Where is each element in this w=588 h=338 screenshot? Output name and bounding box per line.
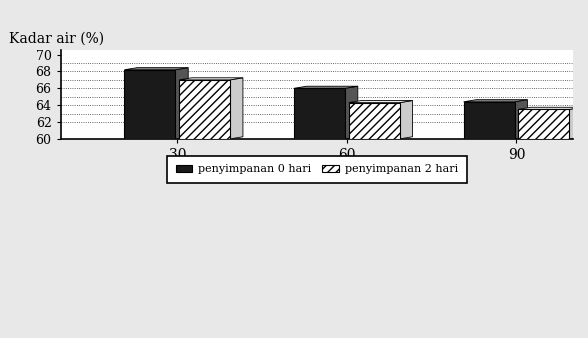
Polygon shape — [179, 78, 243, 80]
Polygon shape — [345, 86, 358, 139]
Text: Kadar air (%): Kadar air (%) — [9, 32, 105, 46]
Bar — [294, 88, 345, 139]
Bar — [349, 103, 400, 139]
Polygon shape — [230, 78, 243, 139]
Polygon shape — [514, 100, 527, 139]
Polygon shape — [400, 100, 413, 139]
Bar — [125, 70, 175, 139]
Polygon shape — [125, 68, 188, 70]
Polygon shape — [463, 100, 527, 102]
Bar — [518, 110, 569, 139]
Bar — [179, 80, 230, 139]
Polygon shape — [175, 68, 188, 139]
Polygon shape — [569, 107, 582, 139]
Legend: penyimpanan 0 hari, penyimpanan 2 hari: penyimpanan 0 hari, penyimpanan 2 hari — [167, 155, 467, 183]
Bar — [463, 102, 514, 139]
Polygon shape — [294, 86, 358, 88]
Polygon shape — [518, 107, 582, 110]
X-axis label: Lama pemasakan (menit): Lama pemasakan (menit) — [227, 167, 406, 182]
Polygon shape — [349, 100, 413, 103]
